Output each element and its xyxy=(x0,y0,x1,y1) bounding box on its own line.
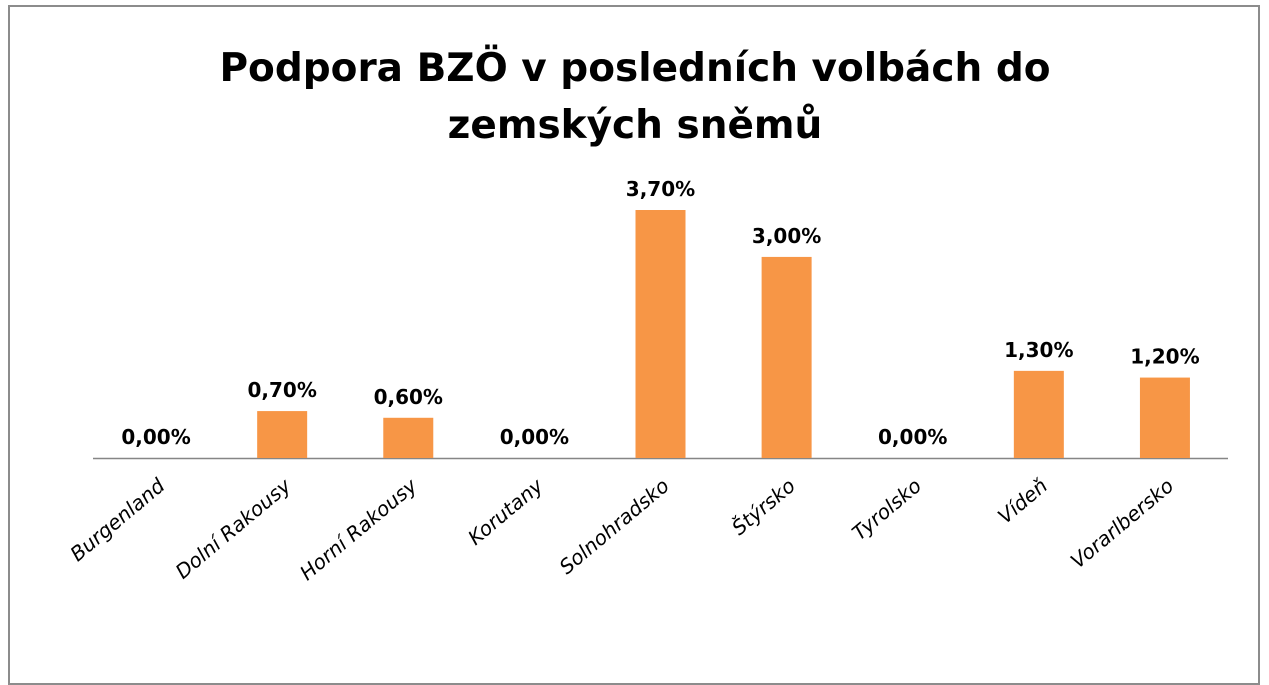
x-tick-label: Burgenland xyxy=(65,473,169,566)
x-tick-label: Dolní Rakousy xyxy=(171,473,297,584)
data-label: 0,60% xyxy=(374,385,443,409)
x-tick-label: Horní Rakousy xyxy=(295,473,422,585)
bar xyxy=(761,256,812,458)
data-label: 3,00% xyxy=(752,224,821,248)
data-label: 0,70% xyxy=(247,378,316,402)
data-label: 3,70% xyxy=(626,177,695,201)
bar xyxy=(1013,370,1064,458)
data-label: 0,00% xyxy=(500,425,569,449)
x-tick-label: Vídeň xyxy=(993,473,1052,528)
x-tick-label: Solnohradsko xyxy=(554,473,673,578)
bar xyxy=(383,417,434,458)
bar xyxy=(635,210,686,458)
bar xyxy=(257,411,308,458)
data-label: 1,20% xyxy=(1130,345,1199,369)
x-tick-label: Tyrolsko xyxy=(847,473,926,544)
data-label: 0,00% xyxy=(121,425,190,449)
x-tick-label: Štýrsko xyxy=(727,473,800,539)
bar xyxy=(1139,377,1190,458)
chart-title: Podpora BZÖ v posledních volbách do zems… xyxy=(219,46,1051,148)
x-tick-label: Korutany xyxy=(463,473,548,550)
x-tick-label: Vorarlbersko xyxy=(1066,473,1178,573)
data-label: 0,00% xyxy=(878,425,947,449)
data-label: 1,30% xyxy=(1004,338,1073,362)
